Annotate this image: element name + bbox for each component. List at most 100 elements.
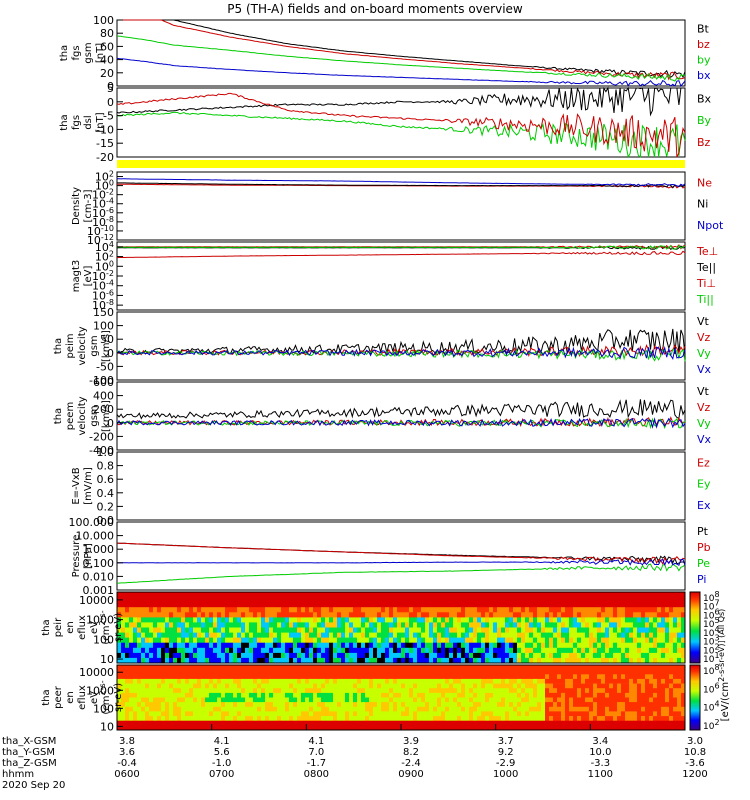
heatmap-cell xyxy=(289,607,294,613)
heatmap-cell xyxy=(277,592,282,598)
heatmap-cell xyxy=(541,711,546,717)
heatmap-cell xyxy=(377,652,382,659)
heatmap-cell xyxy=(369,622,374,628)
heatmap-cell xyxy=(457,720,462,726)
heatmap-cell xyxy=(641,632,646,639)
heatmap-cell xyxy=(169,716,174,722)
heatmap-cell xyxy=(221,612,226,618)
heatmap-cell xyxy=(161,642,166,649)
heatmap-cell xyxy=(501,725,506,731)
heatmap-cell xyxy=(121,702,126,708)
heatmap-cell xyxy=(361,720,366,726)
heatmap-cell xyxy=(629,683,634,689)
y-tick-label: 10-4 xyxy=(92,279,114,293)
heatmap-cell xyxy=(653,692,658,698)
heatmap-cell xyxy=(449,607,454,613)
heatmap-cell xyxy=(297,665,302,670)
heatmap-cell xyxy=(585,678,590,684)
heatmap-cell xyxy=(237,652,242,659)
heatmap-cell xyxy=(625,627,630,633)
heatmap-cell xyxy=(157,692,162,698)
heatmap-cell xyxy=(381,602,386,608)
heatmap-cell xyxy=(277,647,282,654)
heatmap-cell xyxy=(233,692,238,698)
heatmap-cell xyxy=(501,647,506,654)
heatmap-cell xyxy=(597,716,602,722)
heatmap-cell xyxy=(293,711,298,717)
heatmap-cell xyxy=(289,657,294,664)
heatmap-cell xyxy=(353,697,358,703)
heatmap-cell xyxy=(221,602,226,608)
heatmap-cell xyxy=(225,683,230,689)
heatmap-cell xyxy=(257,652,262,659)
heatmap-cell xyxy=(305,652,310,659)
heatmap-cell xyxy=(613,683,618,689)
heatmap-cell xyxy=(581,627,586,633)
colorbar-tick-label: 108 xyxy=(703,663,720,677)
heatmap-cell xyxy=(469,627,474,633)
y-tick-label: 100 xyxy=(93,702,114,715)
heatmap-cell xyxy=(241,706,246,712)
heatmap-cell xyxy=(209,711,214,717)
heatmap-cell xyxy=(601,627,606,633)
heatmap-cell xyxy=(337,674,342,680)
heatmap-cell xyxy=(645,637,650,644)
heatmap-cell xyxy=(473,725,478,731)
heatmap-cell xyxy=(265,642,270,649)
heatmap-cell xyxy=(545,678,550,684)
heatmap-cell xyxy=(169,602,174,608)
heatmap-cell xyxy=(121,642,126,649)
heatmap-cell xyxy=(249,617,254,623)
heatmap-cell xyxy=(393,720,398,726)
heatmap-cell xyxy=(197,725,202,731)
heatmap-cell xyxy=(649,702,654,708)
heatmap-cell xyxy=(457,612,462,618)
heatmap-cell xyxy=(265,716,270,722)
heatmap-cell xyxy=(465,692,470,698)
heatmap-cell xyxy=(221,678,226,684)
heatmap-cell xyxy=(349,706,354,712)
heatmap-cell xyxy=(181,647,186,654)
heatmap-cell xyxy=(261,711,266,717)
heatmap-cell xyxy=(189,592,194,598)
heatmap-cell xyxy=(341,697,346,703)
heatmap-cell xyxy=(489,678,494,684)
heatmap-cell xyxy=(649,602,654,608)
heatmap-cell xyxy=(597,725,602,731)
heatmap-cell xyxy=(409,665,414,670)
heatmap-cell xyxy=(449,612,454,618)
heatmap-cell xyxy=(473,665,478,670)
heatmap-cell xyxy=(133,657,138,664)
heatmap-cell xyxy=(437,683,442,689)
heatmap-cell xyxy=(549,665,554,670)
heatmap-cell xyxy=(389,716,394,722)
heatmap-cell xyxy=(417,657,422,664)
heatmap-cell xyxy=(169,622,174,628)
heatmap-cell xyxy=(437,716,442,722)
heatmap-cell xyxy=(205,674,210,680)
colorbar-tick-label: 104 xyxy=(703,700,720,714)
heatmap-cell xyxy=(293,622,298,628)
heatmap-cell xyxy=(585,607,590,613)
heatmap-cell xyxy=(153,692,158,698)
heatmap-cell xyxy=(137,607,142,613)
heatmap-cell xyxy=(265,602,270,608)
x-tick-label: -2.9 xyxy=(496,758,516,769)
heatmap-cell xyxy=(413,657,418,664)
heatmap-cell xyxy=(657,678,662,684)
heatmap-cell xyxy=(429,725,434,731)
heatmap-cell xyxy=(265,669,270,675)
heatmap-cell xyxy=(289,617,294,623)
heatmap-cell xyxy=(185,632,190,639)
heatmap-cell xyxy=(493,592,498,598)
heatmap-cell xyxy=(553,665,558,670)
heatmap-cell xyxy=(541,602,546,608)
heatmap-cell xyxy=(381,716,386,722)
heatmap-cell xyxy=(125,617,130,623)
series-line-by xyxy=(116,35,686,82)
heatmap-cell xyxy=(633,622,638,628)
heatmap-cell xyxy=(237,622,242,628)
heatmap-cell xyxy=(465,652,470,659)
heatmap-cell xyxy=(377,657,382,664)
heatmap-cell xyxy=(437,725,442,731)
